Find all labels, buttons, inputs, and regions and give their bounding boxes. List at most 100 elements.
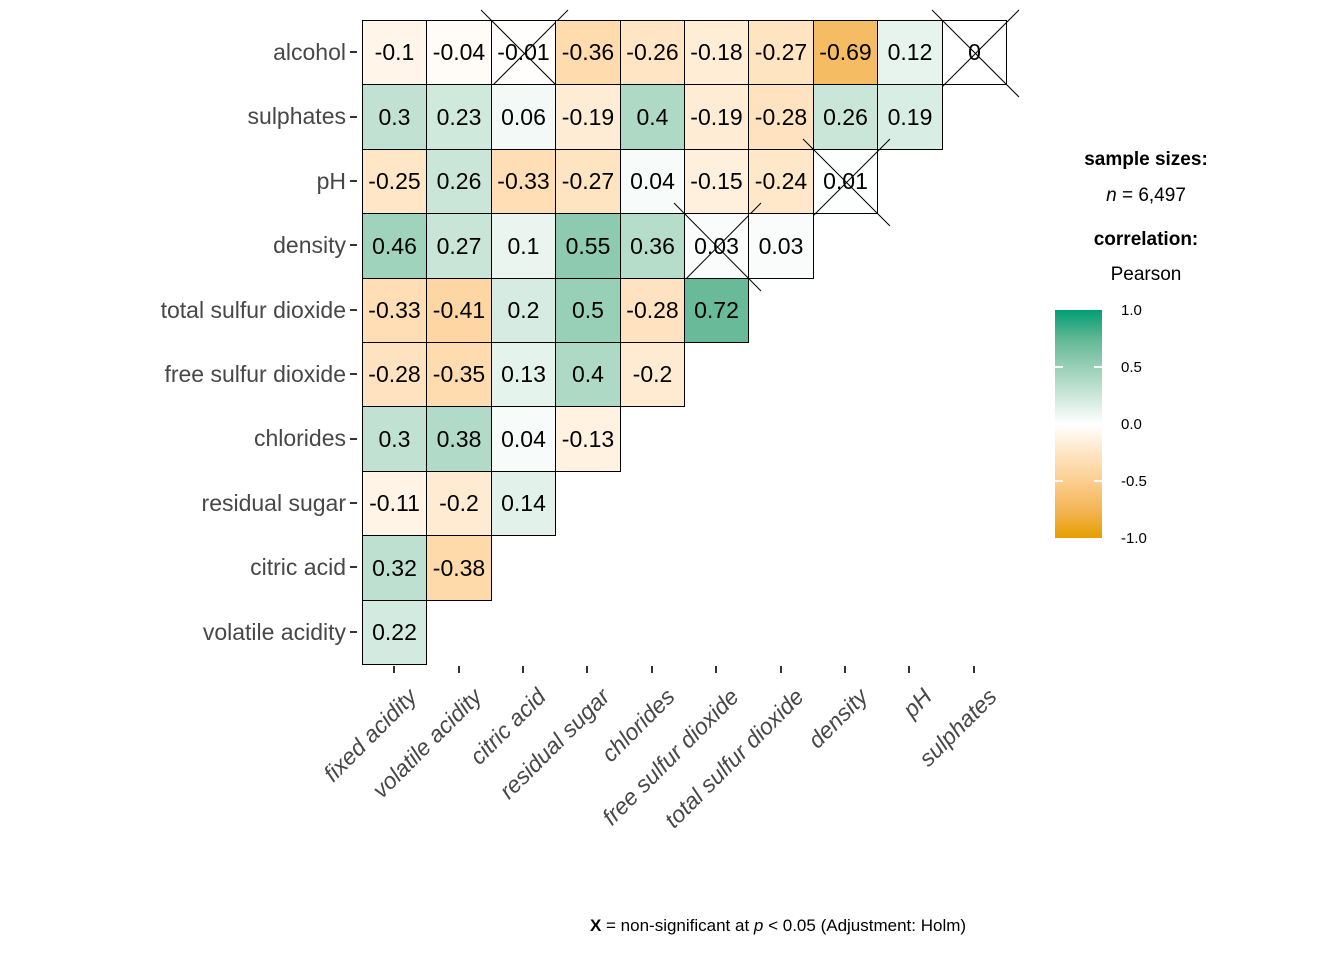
heatmap-cell: -0.11 [362,471,427,536]
heatmap-cell: -0.18 [684,20,749,85]
heatmap-cell: -0.26 [620,20,685,85]
x-axis-tick [844,666,846,673]
x-axis-tick [973,666,975,673]
y-axis-tick [350,631,357,633]
legend-sample-sizes-title: sample sizes: [1084,149,1208,170]
heatmap-cell: -0.15 [684,149,749,214]
colorbar-tick [1094,480,1102,482]
caption-x-symbol: X [589,916,602,935]
y-axis-tick [350,244,357,246]
heatmap-cell: 0.19 [877,84,943,150]
heatmap-cell: -0.27 [748,20,814,85]
x-axis-tick [586,666,588,673]
heatmap-cell: 0.04 [620,149,685,214]
heatmap-cell: 0.23 [426,84,492,150]
y-axis-label: chlorides [253,424,346,451]
caption-mid-text: = non-significant at [601,916,754,935]
colorbar-gradient [1055,310,1102,538]
heatmap-cell: -0.35 [426,342,492,407]
non-significant-x-mark [480,9,569,98]
non-significant-x-mark [673,202,762,292]
heatmap-cell: 0.01 [802,138,891,227]
n-value: = 6,497 [1116,185,1186,206]
heatmap-cell: 0.14 [491,471,556,536]
significance-caption: X = non-significant at p < 0.05 (Adjustm… [590,916,966,936]
heatmap-cell: 0.26 [813,84,878,150]
heatmap-cell: 0.27 [426,213,492,279]
y-axis-label: citric acid [250,553,346,580]
y-axis-tick [350,309,357,311]
y-axis-tick [350,502,357,504]
colorbar-tick [1055,480,1063,482]
caption-rest-text: < 0.05 (Adjustment: Holm) [763,916,967,935]
heatmap-cell: -0.33 [362,278,427,343]
legend-sample-size-value: n = 6,497 [1040,185,1252,207]
heatmap-cell: -0.19 [555,84,621,150]
x-axis-tick [458,666,460,673]
colorbar-tick-label: 0.0 [1121,416,1142,433]
non-significant-x-mark [802,138,891,227]
heatmap-cell: -0.38 [426,535,492,601]
heatmap-cell: -0.24 [748,149,814,214]
heatmap-cell: -0.13 [555,406,621,472]
y-axis-tick [350,51,357,53]
heatmap-cell: -0.25 [362,149,427,214]
colorbar-tick [1055,366,1063,368]
heatmap-cell: -0.69 [813,20,878,85]
heatmap-cell: 0.4 [620,84,685,150]
x-axis-tick [715,666,717,673]
heatmap-cell: -0.28 [620,278,685,343]
colorbar-tick-label: 0.5 [1121,359,1142,376]
heatmap-cell: 0.1 [491,213,556,279]
caption-p-symbol: p [753,916,764,935]
legend-correlation-title: correlation: [1093,229,1199,250]
heatmap-cell: -0.19 [684,84,749,150]
heatmap-cell: 0.26 [426,149,492,214]
heatmap-cell: 0.5 [555,278,621,343]
y-axis-tick [350,566,357,568]
non-significant-x-mark [931,9,1020,98]
heatmap-cell: -0.2 [620,342,685,407]
y-axis-label: residual sugar [201,489,346,516]
heatmap-cell: 0.32 [362,535,427,601]
heatmap-cell: 0.12 [877,20,943,85]
heatmap-cell: 0.46 [362,213,427,279]
heatmap-cell: 0.06 [491,84,556,150]
heatmap-cell: -0.28 [362,342,427,407]
colorbar-tick-label: -0.5 [1121,473,1147,490]
y-axis-tick [350,116,357,118]
colorbar-tick-label: 1.0 [1121,302,1142,319]
x-axis-tick [393,666,395,673]
heatmap-cell: 0.04 [491,406,556,472]
heatmap-cell: 0.22 [362,600,427,665]
heatmap-cell: 0.3 [362,84,427,150]
heatmap-cell: -0.33 [491,149,556,214]
y-axis-label: total sulfur dioxide [160,296,346,323]
y-axis-tick [350,438,357,440]
y-axis-label: volatile acidity [202,618,346,645]
legend-correlation-method: Pearson [1110,264,1182,285]
y-axis-tick [350,373,357,375]
y-axis-label: sulphates [247,102,346,129]
x-axis-tick [908,666,910,673]
x-axis-tick [522,666,524,673]
heatmap-cell: 0.4 [555,342,621,407]
heatmap-cell: -0.41 [426,278,492,343]
colorbar-tick [1094,366,1102,368]
y-axis-tick [350,180,357,182]
heatmap-cell: 0.3 [362,406,427,472]
heatmap-cell: 0.55 [555,213,621,279]
y-axis-label: density [273,231,346,258]
heatmap-cell: 0.03 [748,213,814,279]
heatmap-cell: -0.36 [555,20,621,85]
colorbar-tick [1055,423,1063,425]
y-axis-label: free sulfur dioxide [164,360,346,387]
heatmap-cell: 0.36 [620,213,685,279]
heatmap-cell: 0.2 [491,278,556,343]
heatmap-cell: 0.13 [491,342,556,407]
heatmap-cell: 0.72 [684,278,749,343]
y-axis-label: pH [316,167,346,194]
heatmap-cell: -0.28 [748,84,814,150]
heatmap-cell: -0.1 [362,20,427,85]
